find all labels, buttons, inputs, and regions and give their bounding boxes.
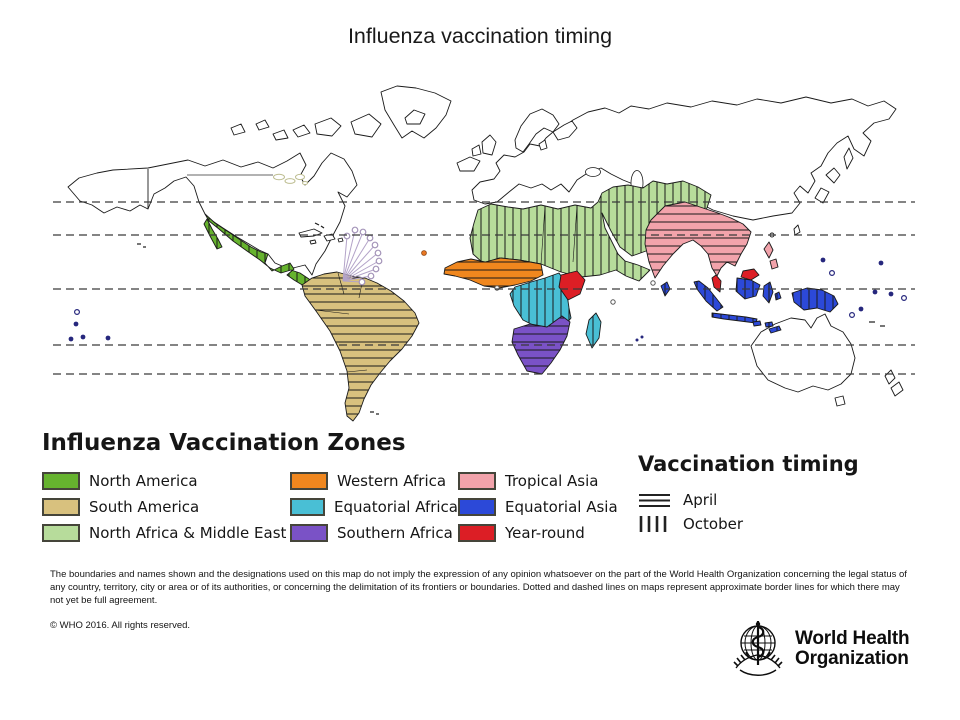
legend-item-tropical-asia: Tropical Asia xyxy=(458,468,618,494)
map-disclaimer: The boundaries and names shown and the d… xyxy=(50,569,907,606)
legend-item-western-africa: Western Africa xyxy=(290,468,458,494)
zones-legend: North America South America North Africa… xyxy=(42,468,618,546)
map-cape-verde-dot xyxy=(421,250,427,256)
map-north-america xyxy=(67,152,358,276)
map-latitude-lines xyxy=(53,201,915,375)
page-title: Influenza vaccination timing xyxy=(347,24,613,48)
map-philippines xyxy=(763,241,779,270)
who-logo-text: World Health Organization xyxy=(795,627,910,669)
legend-swatch-equatorial-africa xyxy=(290,498,325,516)
map-japan xyxy=(825,167,841,184)
legend-swatch-western-africa xyxy=(290,472,328,490)
october-pattern-icon xyxy=(639,516,667,532)
copyright-notice: © WHO 2016. All rights reserved. xyxy=(50,620,191,631)
legend-item-year-round: Year-round xyxy=(458,520,618,546)
world-map xyxy=(53,82,915,422)
map-uk xyxy=(481,134,497,156)
legend-item-southern-africa: Southern Africa xyxy=(290,520,458,546)
map-iceland xyxy=(456,156,481,172)
april-pattern-icon xyxy=(639,494,670,507)
legend-swatch-southern-africa xyxy=(290,524,328,542)
map-eurasia xyxy=(471,96,897,221)
map-uncolored-land xyxy=(67,85,904,407)
legend-swatch-north-africa-middle-east xyxy=(42,524,80,542)
who-logo: World Health Organization xyxy=(728,618,910,680)
zones-legend-heading: Influenza Vaccination Zones xyxy=(42,430,406,456)
map-region-south-america xyxy=(301,271,420,422)
map-island-dots xyxy=(68,222,907,415)
world-map-svg xyxy=(53,85,915,422)
map-zone-regions xyxy=(203,180,839,422)
map-region-tropical-asia xyxy=(644,201,752,279)
legend-item-south-america: South America xyxy=(42,494,290,520)
map-region-north-borneo xyxy=(740,268,760,281)
map-region-madagascar xyxy=(585,312,602,349)
map-region-equatorial-asia xyxy=(693,277,839,334)
legend-swatch-north-america xyxy=(42,472,80,490)
map-new-zealand xyxy=(884,369,896,385)
who-emblem-icon xyxy=(733,621,783,676)
timing-legend-heading: Vaccination timing xyxy=(638,452,859,476)
timing-legend: Vaccination timing April October xyxy=(638,452,859,536)
map-region-kenya-year-round xyxy=(558,270,586,301)
legend-item-north-america: North America xyxy=(42,468,290,494)
legend-item-equatorial-asia: Equatorial Asia xyxy=(458,494,618,520)
map-caribbean-callouts xyxy=(342,226,383,286)
map-region-western-africa xyxy=(443,257,544,289)
timing-item-october: October xyxy=(638,512,859,536)
timing-item-april: April xyxy=(638,488,859,512)
legend-swatch-equatorial-asia xyxy=(458,498,496,516)
legend-swatch-tropical-asia xyxy=(458,472,496,490)
legend-swatch-south-america xyxy=(42,498,80,516)
legend-swatch-year-round xyxy=(458,524,496,542)
map-australia xyxy=(750,313,856,393)
map-region-equatorial-africa xyxy=(509,272,572,331)
legend-item-north-africa-middle-east: North Africa & Middle East xyxy=(42,520,290,546)
legend-item-equatorial-africa: Equatorial Africa xyxy=(290,494,458,520)
